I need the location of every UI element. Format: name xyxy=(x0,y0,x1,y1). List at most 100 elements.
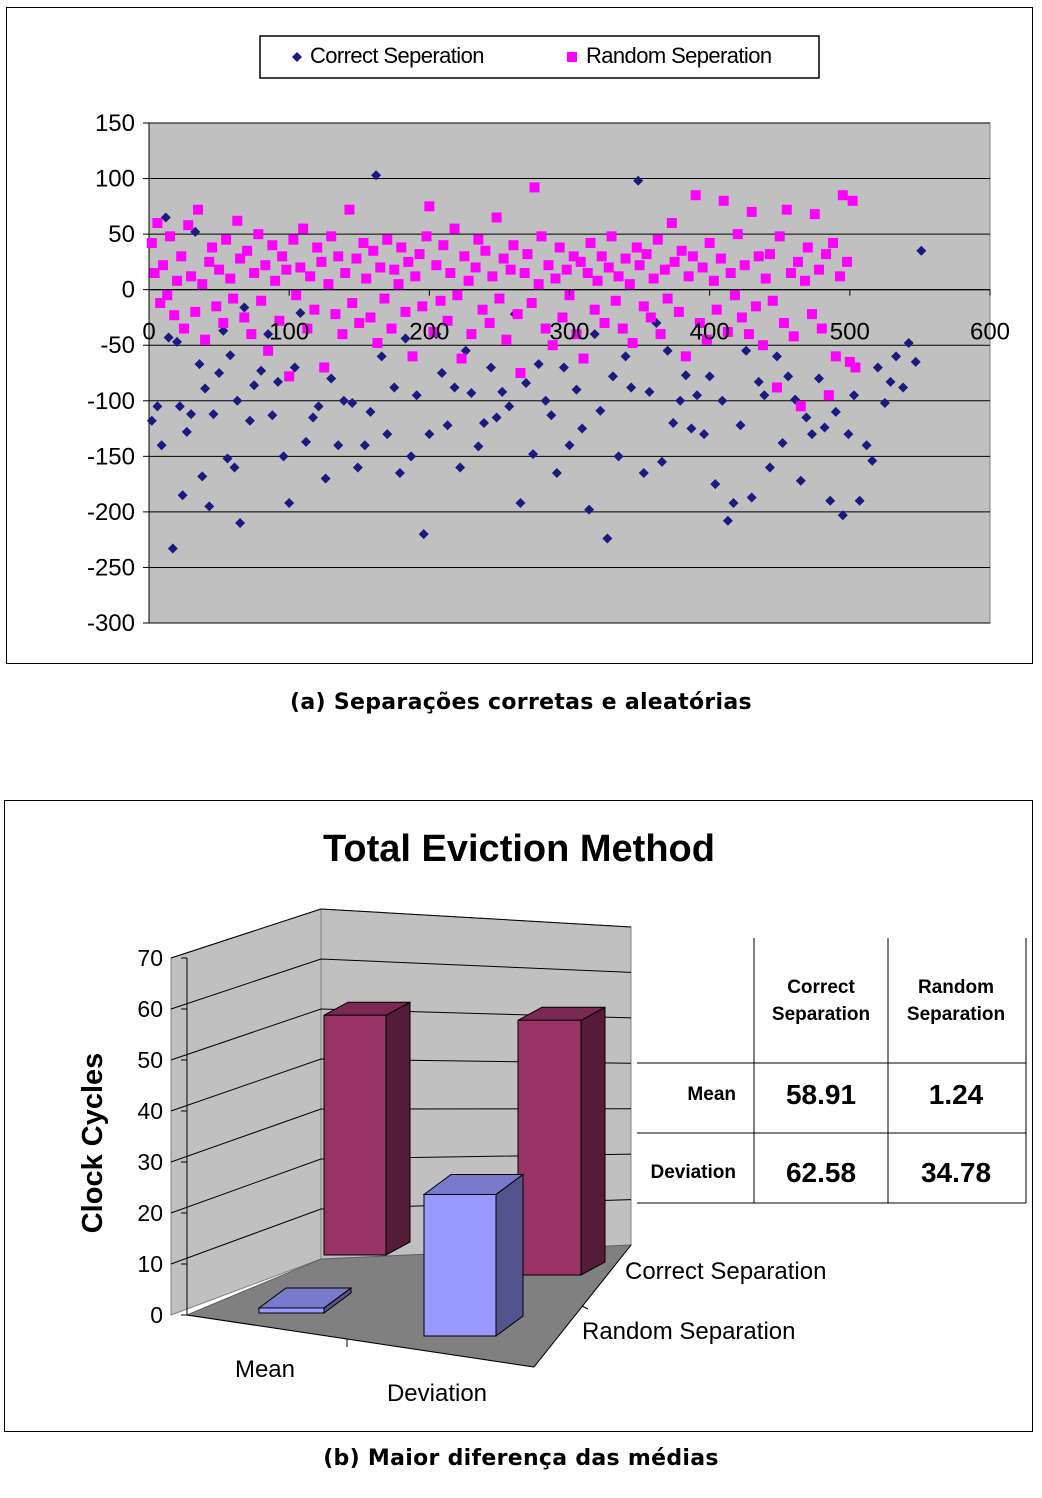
bar-correct-mean xyxy=(323,1001,411,1256)
data-point-correct xyxy=(879,398,890,408)
data-point-random xyxy=(333,251,344,262)
table-header-correct-line1: Correct xyxy=(787,977,855,998)
data-point-correct xyxy=(289,362,300,373)
data-point-random xyxy=(354,318,365,328)
data-point-random xyxy=(179,323,190,334)
data-point-random xyxy=(519,268,530,278)
data-point-correct xyxy=(551,468,562,478)
data-point-random xyxy=(270,275,281,286)
data-point-correct xyxy=(365,406,376,417)
data-point-random xyxy=(617,323,628,334)
data-point-random xyxy=(172,275,183,286)
data-point-random xyxy=(578,353,589,364)
data-point-random xyxy=(575,256,586,267)
data-point-random xyxy=(606,231,617,242)
data-point-random xyxy=(361,273,372,284)
data-point-random xyxy=(323,279,334,290)
data-point-random xyxy=(666,218,677,228)
data-point-correct xyxy=(160,212,171,223)
data-point-random xyxy=(771,382,782,393)
data-point-random xyxy=(200,334,211,345)
data-point-random xyxy=(701,334,712,345)
data-point-random xyxy=(372,338,383,348)
bar-chart-frame: Total Eviction Method 70 60 50 40 30 20 10 0 Cl… xyxy=(4,800,1033,1432)
data-point-correct xyxy=(214,368,225,378)
data-point-random xyxy=(312,242,323,253)
data-point-random xyxy=(792,256,803,267)
data-point-correct xyxy=(613,451,624,462)
data-point-random xyxy=(512,309,523,320)
data-point-random xyxy=(424,201,435,212)
plot-area xyxy=(148,122,991,624)
data-point-random xyxy=(599,318,610,328)
legend-marker-random xyxy=(567,52,577,62)
data-point-correct xyxy=(675,395,686,406)
data-point-random xyxy=(550,273,561,284)
data-point-random xyxy=(480,245,491,256)
data-point-correct xyxy=(424,429,435,440)
data-point-correct xyxy=(163,332,174,343)
data-point-random xyxy=(659,264,670,275)
data-point-random xyxy=(281,264,292,275)
data-point-random xyxy=(729,290,740,301)
data-point-random xyxy=(414,249,425,260)
data-point-correct xyxy=(819,422,830,433)
data-point-random xyxy=(669,256,680,267)
x-tick-label: 0 xyxy=(142,319,155,346)
data-point-correct xyxy=(584,504,595,515)
data-point-random xyxy=(218,318,229,328)
data-point-correct xyxy=(867,455,878,466)
gridline xyxy=(170,958,632,1010)
data-point-random xyxy=(655,329,666,340)
legend-marker-correct xyxy=(292,52,302,62)
data-point-random xyxy=(809,209,820,220)
data-point-correct xyxy=(436,368,447,378)
data-point-random xyxy=(561,264,572,275)
data-point-correct xyxy=(916,245,927,256)
data-point-random xyxy=(403,256,414,267)
data-point-correct xyxy=(801,412,812,423)
data-point-random xyxy=(501,334,512,345)
y-tick-label: -50 xyxy=(100,332,135,359)
data-point-correct xyxy=(352,462,363,473)
data-point-correct xyxy=(533,359,544,370)
data-point-correct xyxy=(208,409,219,420)
data-point-random xyxy=(821,249,832,260)
data-point-correct xyxy=(411,390,422,401)
data-point-random xyxy=(680,351,691,362)
data-point-random xyxy=(774,231,785,242)
data-point-correct xyxy=(717,395,728,406)
bar-side xyxy=(495,1173,524,1337)
data-point-random xyxy=(732,229,743,240)
data-point-random xyxy=(746,206,757,217)
data-point-correct xyxy=(200,383,211,394)
data-point-random xyxy=(505,264,516,275)
data-point-random xyxy=(365,312,376,323)
data-point-random xyxy=(204,256,215,267)
data-point-random xyxy=(596,251,607,262)
data-point-random xyxy=(291,290,302,301)
data-point-correct xyxy=(172,336,183,347)
data-point-correct xyxy=(558,362,569,373)
depth-label-random: Random Separation xyxy=(582,1318,795,1345)
data-point-random xyxy=(767,295,778,306)
data-point-random xyxy=(421,231,432,242)
data-point-random xyxy=(375,262,386,273)
data-point-random xyxy=(428,326,439,337)
data-point-random xyxy=(750,301,761,312)
y-tick-label: 50 xyxy=(137,1047,163,1073)
y-tick-label: 0 xyxy=(150,1302,163,1328)
y-tick-label: -300 xyxy=(87,610,135,637)
data-point-correct xyxy=(256,365,267,376)
data-point-correct xyxy=(320,473,331,484)
data-point-correct xyxy=(347,398,358,408)
data-point-random xyxy=(232,215,243,226)
data-point-correct xyxy=(813,373,824,384)
data-point-random xyxy=(736,312,747,323)
bar-random-mean xyxy=(257,1286,353,1314)
data-point-correct xyxy=(167,543,178,554)
data-point-random xyxy=(526,298,537,308)
data-point-random xyxy=(407,351,418,362)
data-point-random xyxy=(487,271,498,282)
data-point-random xyxy=(634,260,645,271)
